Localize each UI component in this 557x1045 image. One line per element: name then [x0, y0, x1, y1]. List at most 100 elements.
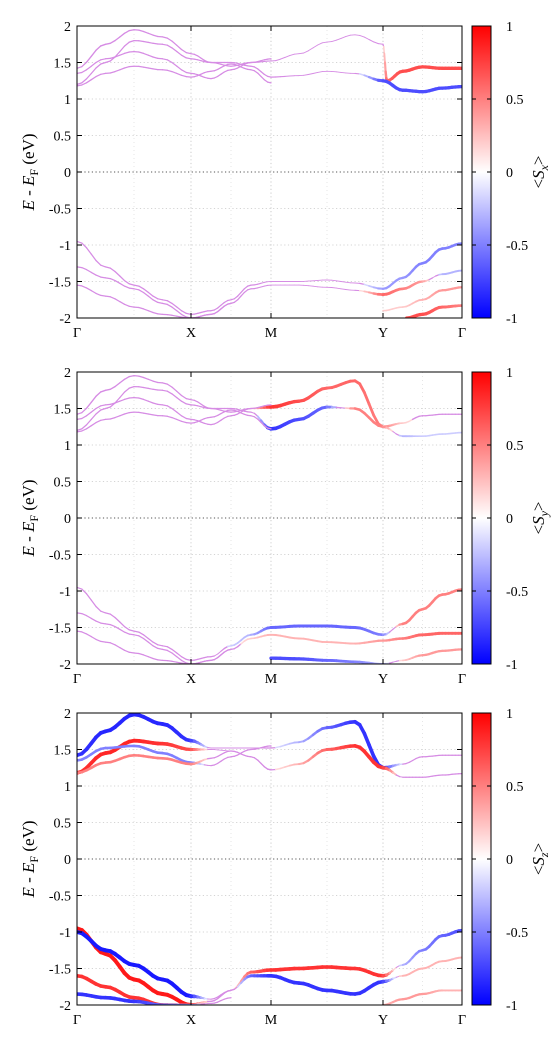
- band-segment: [152, 388, 159, 391]
- y-tick-label: 0: [64, 166, 71, 181]
- band-segment: [152, 56, 159, 60]
- band-c2: [77, 385, 462, 438]
- band-segment: [123, 375, 130, 380]
- y-tick-label: -0.5: [49, 890, 71, 905]
- band-segment: [213, 997, 219, 1002]
- y-tick-label: 1: [64, 439, 71, 454]
- band-segment: [119, 391, 126, 399]
- y-tick-label: 1.5: [54, 744, 72, 759]
- band-segment: [217, 308, 222, 313]
- band-segment: [85, 79, 92, 84]
- band-segment: [142, 66, 149, 69]
- band-c3: [77, 396, 272, 426]
- band-segment: [240, 291, 245, 297]
- band-segment: [77, 240, 83, 244]
- band-segment: [203, 997, 209, 1000]
- band-segment: [90, 635, 97, 641]
- colorbar-tick-label: 1: [506, 366, 513, 381]
- y-tick-label: 0.5: [54, 476, 72, 491]
- y-tick-label: -1: [59, 926, 71, 941]
- band-segment: [157, 647, 164, 651]
- band-segment: [138, 65, 145, 68]
- band-segment: [253, 70, 259, 74]
- band-segment: [138, 51, 145, 55]
- band-segment: [147, 387, 154, 390]
- band-segment: [193, 53, 199, 57]
- band-segment: [90, 61, 97, 67]
- band-segment: [166, 646, 173, 651]
- band-segment: [109, 416, 116, 420]
- band-segment: [367, 402, 376, 417]
- band-segment: [128, 385, 135, 389]
- y-tick-label: -0.5: [49, 549, 71, 564]
- band-segment: [147, 413, 154, 416]
- band-segment: [176, 44, 183, 51]
- band-segment: [152, 299, 159, 304]
- y-tick-label: -1.5: [49, 963, 71, 978]
- band-segment: [95, 638, 102, 643]
- band-segment: [223, 303, 229, 307]
- band-segment: [237, 643, 242, 648]
- band-segment: [227, 302, 232, 305]
- band-segment: [90, 67, 97, 75]
- band-segment: [104, 641, 111, 644]
- band-segment: [77, 612, 83, 615]
- band-segment: [90, 599, 97, 608]
- band-segment: [161, 389, 168, 392]
- band-segment: [217, 66, 222, 71]
- band-segment: [142, 386, 149, 390]
- band-segment: [95, 620, 102, 624]
- band-segment: [128, 29, 135, 32]
- colorbar-tick-label: -1: [506, 312, 518, 327]
- band-v5: [405, 304, 462, 318]
- band-segment: [138, 652, 145, 656]
- band-segment: [95, 73, 102, 78]
- band-segment: [77, 71, 83, 75]
- band-segment: [217, 304, 222, 309]
- band-segment: [391, 771, 398, 776]
- band-segment: [220, 305, 225, 310]
- band-segment: [279, 744, 286, 748]
- band-segment: [171, 393, 178, 399]
- band-segment: [123, 303, 130, 307]
- band-segment: [109, 296, 116, 300]
- y-tick-label: -2: [59, 658, 71, 673]
- band-segment: [152, 402, 159, 406]
- band-segment: [109, 613, 116, 619]
- band-segment: [335, 71, 342, 73]
- band-segment: [217, 419, 222, 424]
- colorbar-tick-label: -0.5: [506, 239, 528, 254]
- band-segment: [161, 648, 168, 652]
- band-segment: [257, 282, 262, 285]
- band-segment: [77, 430, 83, 433]
- band-segment: [354, 72, 361, 75]
- band-segment: [180, 310, 187, 315]
- band-segment: [354, 34, 361, 36]
- band-segment: [77, 82, 83, 86]
- band-segment: [180, 400, 187, 405]
- band-segment: [77, 428, 83, 432]
- band-segment: [142, 288, 149, 294]
- band-segment: [95, 292, 102, 297]
- band-segment: [303, 50, 309, 54]
- band-segment: [233, 299, 239, 304]
- band-segment: [171, 306, 178, 312]
- band-segment: [185, 75, 192, 78]
- band-segment: [157, 298, 164, 301]
- band-segment: [81, 78, 88, 84]
- band-segment: [166, 649, 173, 654]
- band-segment: [81, 69, 88, 74]
- band-segment: [133, 288, 140, 291]
- y-tick-label: 2: [64, 707, 71, 722]
- band-segment: [128, 633, 135, 636]
- band-segment: [114, 415, 121, 419]
- band-segment: [100, 61, 107, 65]
- band-c4: [77, 750, 272, 775]
- band-segment: [119, 300, 126, 305]
- band-segment: [185, 71, 192, 75]
- band-segment: [85, 401, 92, 409]
- band-segment: [104, 277, 111, 280]
- band-segment: [95, 391, 102, 397]
- band-segment: [223, 299, 229, 304]
- band-segment: [77, 266, 83, 269]
